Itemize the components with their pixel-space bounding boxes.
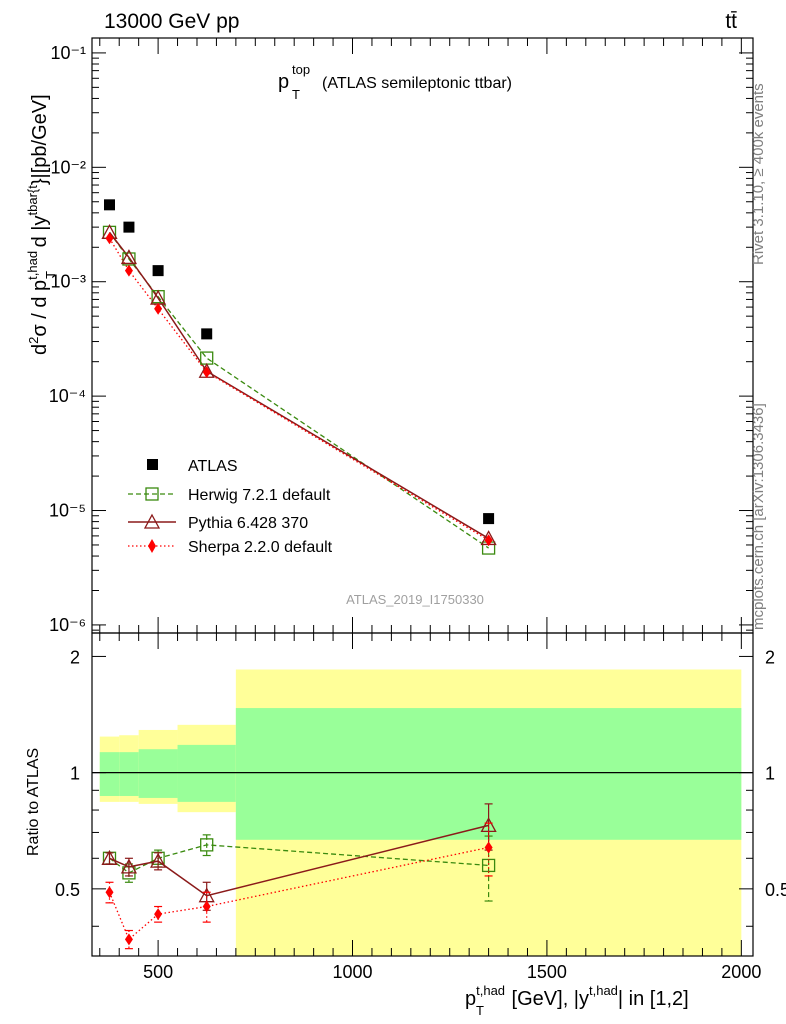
y-tick-label: 10⁻⁵ bbox=[49, 501, 86, 521]
ratio-tick-label-right: 2 bbox=[765, 647, 775, 667]
x-axis-label: pt,had T [GeV], |yt,had| in [1,2] bbox=[465, 983, 689, 1018]
y-tick-label: 10⁻¹ bbox=[50, 43, 86, 63]
marker-0-3 bbox=[201, 328, 213, 340]
mcplots-label: mcplots.cern.ch [arXiv:1306.3436] bbox=[750, 403, 767, 630]
legend-atlas-label: ATLAS bbox=[188, 458, 238, 475]
band-inner-1 bbox=[119, 752, 139, 796]
ratio-tick-label-right: 1 bbox=[765, 764, 775, 784]
legend: ATLAS Herwig 7.2.1 default Pythia 6.428 … bbox=[128, 458, 333, 556]
marker-3-0 bbox=[105, 232, 114, 245]
ratio-tick-label: 2 bbox=[70, 647, 80, 667]
title-sup: top bbox=[292, 62, 310, 77]
curve-2 bbox=[108, 231, 489, 540]
title-main: p bbox=[278, 71, 289, 93]
y-tick-label: 10⁻⁴ bbox=[49, 386, 86, 406]
y-tick-label: 10⁻³ bbox=[50, 272, 86, 292]
data-markers bbox=[101, 199, 497, 555]
legend-pythia-marker bbox=[143, 513, 161, 529]
marker-3-4 bbox=[484, 534, 493, 547]
marker-0-0 bbox=[103, 199, 115, 211]
legend-pythia-label: Pythia 6.428 370 bbox=[188, 515, 308, 532]
y-tick-label: 10⁻² bbox=[50, 157, 86, 177]
ratio-marker-3-0 bbox=[105, 886, 114, 899]
x-tick-label: 1500 bbox=[527, 962, 567, 982]
title-sub: T bbox=[292, 87, 300, 102]
plot-title: p top T (ATLAS semileptonic ttbar) bbox=[278, 62, 512, 102]
legend-sherpa-label: Sherpa 2.2.0 default bbox=[188, 539, 333, 556]
ratio-marker-2-1 bbox=[120, 858, 138, 874]
process-label: 13000 GeV pp bbox=[104, 10, 239, 33]
marker-0-1 bbox=[123, 221, 135, 233]
ratio-tick-label: 0.5 bbox=[55, 880, 80, 900]
ratio-marker-1-3 bbox=[200, 838, 214, 852]
title-suffix: (ATLAS semileptonic ttbar) bbox=[322, 75, 512, 92]
legend-herwig-label: Herwig 7.2.1 default bbox=[188, 487, 331, 504]
band-inner-3 bbox=[177, 744, 236, 802]
rivet-version-label: Rivet 3.1.10, ≥ 400k events bbox=[750, 83, 767, 265]
marker-3-1 bbox=[124, 264, 133, 277]
ratio-marker-3-3 bbox=[202, 900, 211, 913]
ratio-uncertainty-bands bbox=[99, 669, 742, 956]
ratio-marker-3-2 bbox=[154, 908, 163, 921]
analysis-id: ATLAS_2019_I1750330 bbox=[346, 592, 484, 607]
ratio-marker-3-1 bbox=[124, 933, 133, 946]
legend-herwig-marker bbox=[145, 487, 159, 501]
y-axis-label: d2σ / d pt,had T d |ytbar{t}|[pb/GeV] bbox=[25, 94, 58, 355]
marker-3-3 bbox=[202, 366, 211, 379]
y-tick-label: 10⁻⁶ bbox=[49, 615, 86, 635]
marker-2-1 bbox=[120, 249, 138, 265]
axis-ticks: 10⁻⁶ 10⁻⁵ 10⁻⁴ 10⁻³ 10⁻² 10⁻¹ 0.5 0.5 1 1 2 2 500 100… bbox=[49, 38, 786, 982]
ratio-marker-2-0 bbox=[101, 849, 118, 865]
legend-sherpa-marker bbox=[148, 539, 156, 553]
x-tick-label: 2000 bbox=[721, 962, 761, 982]
marker-0-2 bbox=[152, 265, 164, 277]
band-inner-2 bbox=[138, 749, 178, 798]
channel-label: tt̄ bbox=[725, 10, 737, 33]
ratio-curves bbox=[101, 803, 497, 950]
curve-1 bbox=[108, 231, 489, 549]
marker-3-2 bbox=[154, 302, 163, 315]
x-tick-label: 1000 bbox=[332, 962, 372, 982]
legend-atlas-marker bbox=[147, 459, 158, 470]
marker-1-3 bbox=[200, 351, 214, 365]
ratio-tick-label: 1 bbox=[70, 764, 80, 784]
ratio-panel-frame bbox=[91, 632, 754, 957]
x-tick-label: 500 bbox=[143, 962, 173, 982]
band-inner-0 bbox=[99, 752, 120, 796]
ratio-marker-3-4 bbox=[484, 841, 493, 854]
marker-0-4 bbox=[483, 513, 495, 525]
ratio-tick-label-right: 0.5 bbox=[765, 880, 786, 900]
ratio-marker-2-2 bbox=[150, 852, 167, 868]
ratio-axis-label: Ratio to ATLAS bbox=[25, 748, 42, 856]
